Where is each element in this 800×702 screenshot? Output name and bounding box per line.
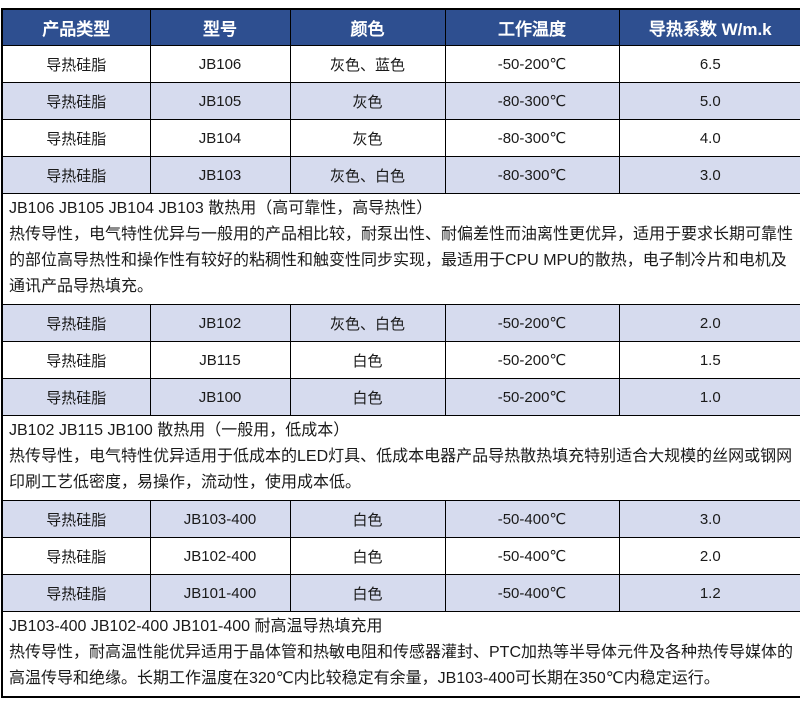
- cell-product-type: 导热硅脂: [1, 341, 151, 379]
- cell-model: JB115: [149, 341, 291, 379]
- cell-product-type: 导热硅脂: [1, 82, 151, 120]
- table-row: 导热硅脂 JB102-400 白色 -50-400℃ 2.0: [1, 537, 800, 575]
- cell-model: JB101-400: [149, 574, 291, 612]
- cell-working-temperature: -50-200℃: [444, 341, 620, 379]
- cell-thermal-conductivity: 2.0: [618, 304, 800, 342]
- cell-product-type: 导热硅脂: [1, 574, 151, 612]
- cell-working-temperature: -50-200℃: [444, 45, 620, 83]
- cell-model: JB106: [149, 45, 291, 83]
- cell-product-type: 导热硅脂: [1, 378, 151, 416]
- cell-thermal-conductivity: 1.0: [618, 378, 800, 416]
- group-note-cell: JB102 JB115 JB100 散热用（一般用，低成本） 热传导性，电气特性优…: [1, 415, 800, 501]
- header-color: 颜色: [289, 8, 446, 46]
- group-note-row: JB106 JB105 JB104 JB103 散热用（高可靠性，高导热性） 热传…: [1, 193, 800, 305]
- cell-working-temperature: -50-400℃: [444, 500, 620, 538]
- cell-color: 灰色、蓝色: [289, 45, 446, 83]
- header-product-type: 产品类型: [1, 8, 151, 46]
- group-note-row: JB103-400 JB102-400 JB101-400 耐高温导热填充用热传…: [1, 611, 800, 698]
- cell-working-temperature: -80-300℃: [444, 82, 620, 120]
- table-row: 导热硅脂 JB104 灰色 -80-300℃ 4.0: [1, 119, 800, 157]
- cell-product-type: 导热硅脂: [1, 156, 151, 194]
- group-note-body: 热传导性，耐高温性能优异适用于晶体管和热敏电阻和传感器灌封、PTC加热等半导体元…: [9, 644, 794, 687]
- cell-color: 灰色、白色: [289, 156, 446, 194]
- group-note-cell: JB103-400 JB102-400 JB101-400 耐高温导热填充用热传…: [1, 611, 800, 698]
- header-thermal-conductivity: 导热系数 W/m.k: [618, 8, 800, 46]
- cell-model: JB104: [149, 119, 291, 157]
- cell-working-temperature: -50-200℃: [444, 304, 620, 342]
- header-model: 型号: [149, 8, 291, 46]
- table-row: 导热硅脂 JB103 灰色、白色 -80-300℃ 3.0: [1, 156, 800, 194]
- table-row: 导热硅脂 JB105 灰色 -80-300℃ 5.0: [1, 82, 800, 120]
- group-note-row: JB102 JB115 JB100 散热用（一般用，低成本） 热传导性，电气特性优…: [1, 415, 800, 501]
- table-row: 导热硅脂 JB106 灰色、蓝色 -50-200℃ 6.5: [1, 45, 800, 83]
- header-working-temperature: 工作温度: [444, 8, 620, 46]
- cell-working-temperature: -80-300℃: [444, 119, 620, 157]
- cell-thermal-conductivity: 5.0: [618, 82, 800, 120]
- cell-thermal-conductivity: 3.0: [618, 500, 800, 538]
- table-row: 导热硅脂 JB100 白色 -50-200℃ 1.0: [1, 378, 800, 416]
- cell-product-type: 导热硅脂: [1, 500, 151, 538]
- cell-thermal-conductivity: 4.0: [618, 119, 800, 157]
- cell-product-type: 导热硅脂: [1, 45, 151, 83]
- cell-product-type: 导热硅脂: [1, 537, 151, 575]
- cell-model: JB102-400: [149, 537, 291, 575]
- table-row: 导热硅脂 JB101-400 白色 -50-400℃ 1.2: [1, 574, 800, 612]
- cell-color: 灰色: [289, 82, 446, 120]
- cell-color: 白色: [289, 341, 446, 379]
- cell-model: JB100: [149, 378, 291, 416]
- cell-model: JB103-400: [149, 500, 291, 538]
- cell-color: 白色: [289, 500, 446, 538]
- group-note-title: JB103-400 JB102-400 JB101-400 耐高温导热填充用: [9, 618, 383, 635]
- cell-color: 白色: [289, 537, 446, 575]
- cell-color: 灰色: [289, 119, 446, 157]
- thermal-grease-spec-table: 产品类型 型号 颜色 工作温度 导热系数 W/m.k 导热硅脂 JB106 灰色、蓝…: [1, 8, 800, 698]
- group-note-body: 热传导性，电气特性优异与一般用的产品相比较，耐泵出性、耐偏差性而油离性更优异，适…: [9, 226, 794, 295]
- cell-model: JB103: [149, 156, 291, 194]
- table-row: 导热硅脂 JB102 灰色、白色 -50-200℃ 2.0: [1, 304, 800, 342]
- cell-model: JB102: [149, 304, 291, 342]
- cell-working-temperature: -80-300℃: [444, 156, 620, 194]
- cell-thermal-conductivity: 2.0: [618, 537, 800, 575]
- cell-model: JB105: [149, 82, 291, 120]
- cell-working-temperature: -50-400℃: [444, 537, 620, 575]
- cell-color: 白色: [289, 378, 446, 416]
- group-note-title: JB102 JB115 JB100 散热用（一般用，低成本）: [9, 422, 350, 439]
- cell-thermal-conductivity: 3.0: [618, 156, 800, 194]
- group-note-cell: JB106 JB105 JB104 JB103 散热用（高可靠性，高导热性） 热传…: [1, 193, 800, 305]
- cell-thermal-conductivity: 6.5: [618, 45, 800, 83]
- group-note-body: 热传导性，电气特性优异适用于低成本的LED灯具、低成本电器产品导热散热填充特别适…: [9, 448, 793, 491]
- table-row: 导热硅脂 JB115 白色 -50-200℃ 1.5: [1, 341, 800, 379]
- cell-color: 白色: [289, 574, 446, 612]
- cell-working-temperature: -50-400℃: [444, 574, 620, 612]
- group-note-title: JB106 JB105 JB104 JB103 散热用（高可靠性，高导热性）: [9, 200, 433, 217]
- cell-working-temperature: -50-200℃: [444, 378, 620, 416]
- table-row: 导热硅脂 JB103-400 白色 -50-400℃ 3.0: [1, 500, 800, 538]
- cell-product-type: 导热硅脂: [1, 119, 151, 157]
- cell-thermal-conductivity: 1.5: [618, 341, 800, 379]
- cell-product-type: 导热硅脂: [1, 304, 151, 342]
- table-header-row: 产品类型 型号 颜色 工作温度 导热系数 W/m.k: [1, 8, 800, 46]
- cell-color: 灰色、白色: [289, 304, 446, 342]
- cell-thermal-conductivity: 1.2: [618, 574, 800, 612]
